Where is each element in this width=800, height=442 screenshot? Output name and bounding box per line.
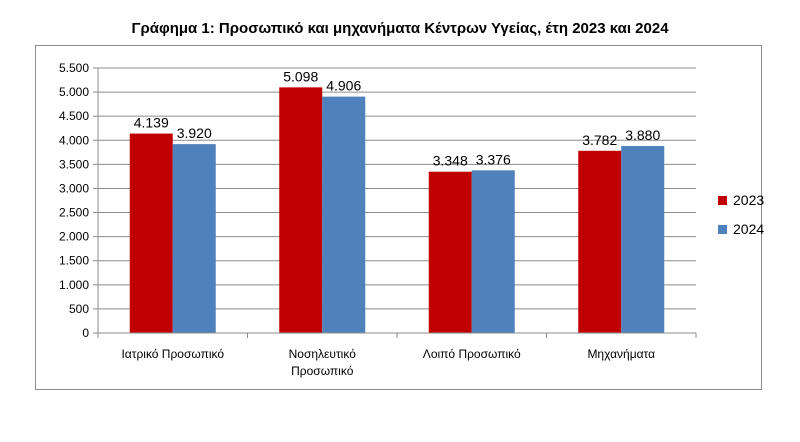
- bar-2023: [578, 150, 622, 333]
- data-label: 3.880: [625, 127, 660, 143]
- data-label: 4.906: [326, 78, 361, 94]
- y-tick-label: 3.000: [59, 181, 89, 195]
- x-category-label: Λοιπό Προσωπικό: [423, 347, 521, 361]
- x-category-label: Ιατρικό Προσωπικό: [121, 347, 224, 361]
- bar-2023: [279, 87, 323, 334]
- y-tick-label: 1.000: [59, 278, 89, 292]
- bar-2024: [322, 96, 366, 334]
- y-tick-label: 4.000: [59, 133, 89, 147]
- bar-2023: [129, 133, 173, 333]
- legend-label-2023: 2023: [733, 192, 764, 208]
- y-tick-label: 0: [82, 326, 89, 340]
- y-tick-label: 3.500: [59, 157, 89, 171]
- y-tick-label: 1.500: [59, 254, 89, 268]
- x-axis-category-labels: Ιατρικό Προσωπικό Νοσηλευτικό Προσωπικό Λοι…: [121, 347, 655, 378]
- y-axis-tick-labels: 0 500 1.000 1.500 2.000 2.500 3.000 3.500 4.000 4…: [59, 61, 89, 340]
- bar-2024: [471, 170, 515, 333]
- data-label: 5.098: [283, 68, 318, 84]
- legend-label-2024: 2024: [733, 221, 764, 237]
- axes: [97, 68, 697, 338]
- data-label: 3.920: [177, 125, 212, 141]
- legend-swatch-2024: [718, 225, 727, 234]
- y-tick-label: 5.000: [59, 85, 89, 99]
- data-label: 3.376: [476, 151, 511, 167]
- data-labels: 4.139 3.920 5.098 4.906 3.348 3.376 3.782 3.880: [134, 68, 661, 168]
- y-tick-label: 4.500: [59, 109, 89, 123]
- y-tick-label: 5.500: [59, 61, 89, 75]
- y-tick-label: 500: [69, 302, 89, 316]
- y-tick-label: 2.500: [59, 206, 89, 220]
- legend: 2023 2024: [718, 192, 764, 237]
- bar-2024: [172, 144, 216, 333]
- chart-title: Γράφημα 1: Προσωπικό και μηχανήματα Κέντ…: [131, 20, 669, 37]
- data-label: 3.782: [582, 132, 617, 148]
- bar-2024: [621, 146, 665, 333]
- x-category-label: Προσωπικό: [291, 364, 354, 378]
- bar-2023: [428, 171, 472, 333]
- data-label: 4.139: [134, 115, 169, 131]
- y-tick-label: 2.000: [59, 230, 89, 244]
- x-category-label: Νοσηλευτικό: [289, 347, 357, 361]
- bars: [129, 87, 665, 334]
- chart-frame: [35, 45, 762, 390]
- legend-swatch-2023: [718, 196, 727, 205]
- data-label: 3.348: [433, 153, 468, 169]
- x-category-label: Μηχανήματα: [587, 347, 655, 361]
